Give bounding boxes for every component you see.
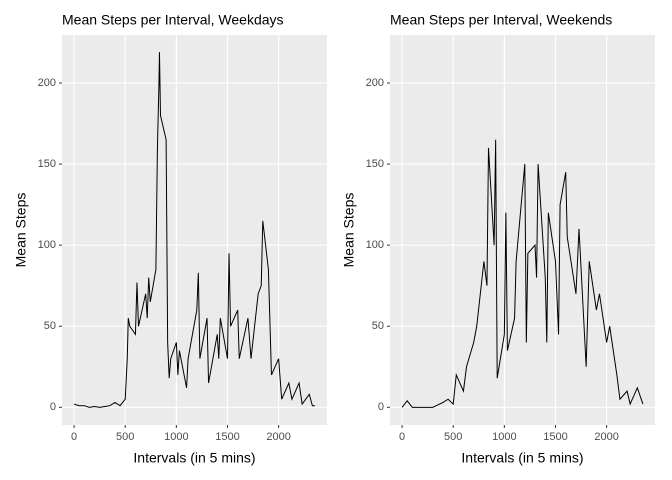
y-tick-label: 150 xyxy=(38,158,56,170)
y-tick-label: 100 xyxy=(38,239,56,251)
x-tick-label: 1000 xyxy=(164,431,188,443)
x-axis-label: Intervals (in 5 mins) xyxy=(133,450,255,466)
data-line xyxy=(73,52,315,408)
y-tick-label: 100 xyxy=(366,239,384,251)
x-tick-label: 1500 xyxy=(543,431,567,443)
plot-background xyxy=(62,35,327,425)
x-tick-label: 1000 xyxy=(492,431,516,443)
x-axis-label: Intervals (in 5 mins) xyxy=(461,450,583,466)
y-tick-label: 0 xyxy=(50,401,56,413)
x-tick-label: 2000 xyxy=(266,431,290,443)
y-tick-label: 50 xyxy=(44,320,56,332)
plot-background xyxy=(390,35,655,425)
x-tick-label: 500 xyxy=(116,431,134,443)
x-tick-label: 500 xyxy=(444,431,462,443)
data-line xyxy=(401,139,644,408)
y-tick-label: 200 xyxy=(366,77,384,89)
chart-title: Mean Steps per Interval, Weekdays xyxy=(62,12,284,28)
chart-title: Mean Steps per Interval, Weekends xyxy=(390,12,612,28)
y-axis-label: Mean Steps xyxy=(13,193,29,268)
y-tick-label: 0 xyxy=(378,401,384,413)
y-tick-label: 50 xyxy=(372,320,384,332)
x-tick-label: 1500 xyxy=(215,431,239,443)
x-tick-label: 2000 xyxy=(594,431,618,443)
x-tick-label: 0 xyxy=(71,431,77,443)
x-tick-label: 0 xyxy=(399,431,405,443)
y-tick-label: 200 xyxy=(38,77,56,89)
y-axis-label: Mean Steps xyxy=(341,193,357,268)
y-tick-label: 150 xyxy=(366,158,384,170)
